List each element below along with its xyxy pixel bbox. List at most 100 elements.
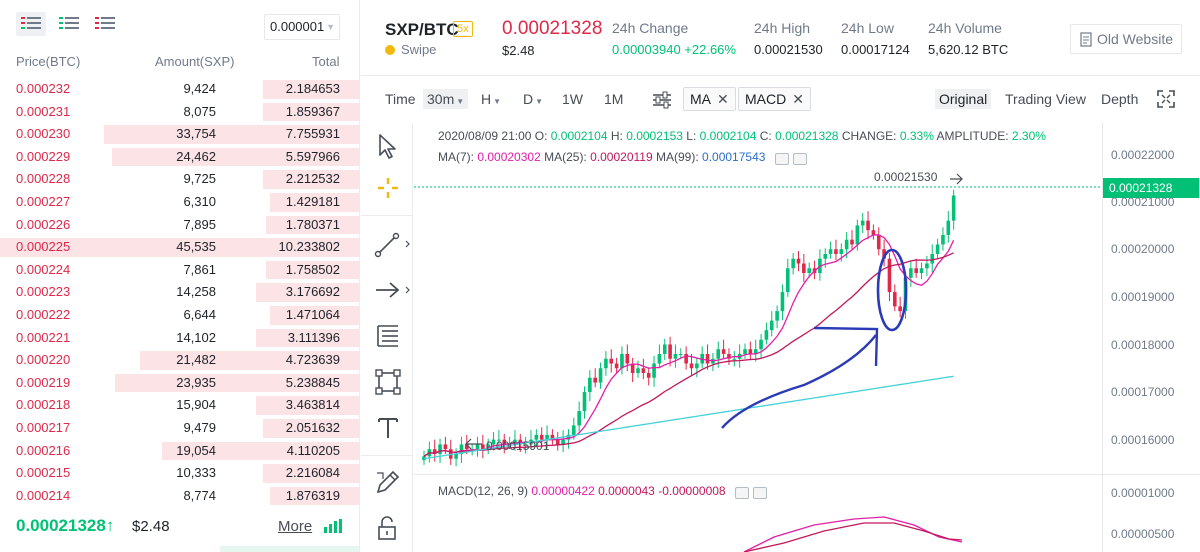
arrow-tool-icon[interactable] xyxy=(373,275,417,305)
view-both-button[interactable] xyxy=(16,12,46,36)
price-axis[interactable]: 0.00022000 0.00021328 0.00021000 0.00020… xyxy=(1102,123,1200,552)
close-icon[interactable]: ✕ xyxy=(717,91,729,107)
gear-icon[interactable] xyxy=(792,152,807,165)
ask-total: 4.723639 xyxy=(285,352,340,368)
hour-interval-button[interactable]: H ▼ xyxy=(481,91,501,107)
close-icon[interactable] xyxy=(752,486,767,499)
bid-depth-strip xyxy=(220,546,359,552)
ask-row[interactable]: 0.000223 14,258 3.176692 xyxy=(0,281,360,304)
ask-price: 0.000215 xyxy=(16,465,71,481)
price-chart[interactable]: 2020/08/09 21:00 O: 0.0002104 H: 0.00021… xyxy=(414,123,1200,552)
view-tradingview-tab[interactable]: Trading View xyxy=(1005,91,1086,107)
eye-icon[interactable] xyxy=(774,152,789,165)
depth-bar xyxy=(104,125,360,144)
lock-icon[interactable] xyxy=(373,513,403,543)
amount-column-header: Amount(SXP) xyxy=(155,54,235,69)
candle-body xyxy=(759,339,763,350)
interval-select[interactable]: 30m ▼ xyxy=(423,89,469,109)
candle-body xyxy=(753,349,758,354)
ask-amount: 8,774 xyxy=(183,487,216,503)
ask-row[interactable]: 0.000219 23,935 5.238845 xyxy=(0,372,360,395)
week-interval-button[interactable]: 1W xyxy=(562,91,583,107)
day-interval-button[interactable]: D ▼ xyxy=(523,91,543,107)
trend-line-icon[interactable] xyxy=(373,229,417,259)
ask-row[interactable]: 0.000227 6,310 1.429181 xyxy=(0,191,360,214)
ask-row[interactable]: 0.000232 9,424 2.184653 xyxy=(0,78,360,101)
both-sides-icon xyxy=(21,17,41,29)
ask-row[interactable]: 0.000215 10,333 2.216084 xyxy=(0,462,360,485)
ask-row[interactable]: 0.000221 14,102 3.111396 xyxy=(0,327,360,350)
view-original-tab[interactable]: Original xyxy=(935,89,992,109)
ask-row[interactable]: 0.000222 6,644 1.471064 xyxy=(0,304,360,327)
ask-row[interactable]: 0.000226 7,895 1.780371 xyxy=(0,214,360,237)
current-price-tag: 0.00021328 xyxy=(1103,178,1199,198)
rectangle-tool-icon[interactable] xyxy=(373,367,403,397)
view-asks-button[interactable] xyxy=(90,12,120,36)
month-interval-button[interactable]: 1M xyxy=(604,91,624,107)
drawing-toolbar xyxy=(361,123,413,552)
ask-row[interactable]: 0.000218 15,904 3.463814 xyxy=(0,394,360,417)
cursor-icon[interactable] xyxy=(373,131,403,161)
fullscreen-icon[interactable] xyxy=(1157,90,1175,108)
ask-price: 0.000231 xyxy=(16,103,71,119)
macd-hist: -0.00000008 xyxy=(658,484,726,498)
coin-name[interactable]: Swipe xyxy=(385,42,436,57)
depth-bar xyxy=(270,305,360,325)
ma7-value: 0.00020302 xyxy=(477,150,541,164)
candle-body xyxy=(807,268,811,274)
view-depth-tab[interactable]: Depth xyxy=(1101,91,1139,107)
ask-row[interactable]: 0.000224 7,861 1.758502 xyxy=(0,259,360,282)
legend-date: 2020/08/09 21:00 xyxy=(438,129,532,143)
candle-body xyxy=(566,434,571,440)
ma-indicator-chip[interactable]: MA ✕ xyxy=(683,87,736,111)
candle-body xyxy=(577,411,581,426)
precision-select[interactable]: 0.000001 ▼ xyxy=(264,14,340,40)
macd-dif: 0.00000422 xyxy=(531,484,595,498)
stat-24h-volume: 24h Volume 5,620.12 BTC xyxy=(928,20,1008,57)
candle-body xyxy=(871,230,876,235)
old-website-label: Old Website xyxy=(1097,31,1173,47)
annotation xyxy=(721,248,908,429)
ask-row[interactable]: 0.000229 24,462 5.597966 xyxy=(0,146,360,169)
ask-row[interactable]: 0.000228 9,725 2.212532 xyxy=(0,168,360,191)
candle-body xyxy=(652,363,656,378)
gear-icon[interactable] xyxy=(734,486,749,499)
ask-row[interactable]: 0.000220 21,482 4.723639 xyxy=(0,349,360,372)
close-icon[interactable]: ✕ xyxy=(792,91,804,107)
crosshair-icon[interactable] xyxy=(373,173,403,203)
candle-body xyxy=(743,349,747,354)
ask-row[interactable]: 0.000225 45,535 10.233802 xyxy=(0,236,360,259)
ask-amount: 8,075 xyxy=(183,103,216,119)
ask-row[interactable]: 0.000216 19,054 4.110205 xyxy=(0,440,360,463)
more-link[interactable]: More xyxy=(278,518,313,535)
ask-price: 0.000222 xyxy=(16,306,71,322)
view-bids-button[interactable] xyxy=(54,12,84,36)
candle-body xyxy=(582,392,587,412)
ask-row[interactable]: 0.000230 33,754 7.755931 xyxy=(0,123,360,146)
text-tool-icon[interactable] xyxy=(373,413,403,443)
candle-body xyxy=(748,349,753,354)
pair-symbol[interactable]: SXP/BTC xyxy=(385,20,459,39)
ma99-label: MA(99): xyxy=(655,150,699,164)
ask-row[interactable]: 0.000217 9,479 2.051632 xyxy=(0,417,360,440)
text-lines-icon[interactable] xyxy=(373,321,403,351)
candle-body xyxy=(609,358,614,364)
ma7-label: MA(7): xyxy=(438,150,474,164)
ask-amount: 23,935 xyxy=(176,374,216,390)
pencil-ruler-icon[interactable] xyxy=(373,467,403,497)
ask-amount: 9,725 xyxy=(183,171,216,187)
indicator-settings-icon[interactable] xyxy=(651,90,673,110)
ask-row[interactable]: 0.000231 8,075 1.859367 xyxy=(0,101,360,124)
candle-body xyxy=(887,258,892,293)
macd-indicator-chip[interactable]: MACD ✕ xyxy=(738,87,811,111)
ask-price: 0.000221 xyxy=(16,329,71,345)
old-website-button[interactable]: Old Website xyxy=(1070,24,1182,54)
candle-body xyxy=(459,444,464,454)
candle-body xyxy=(855,225,860,245)
candle-body xyxy=(828,249,833,254)
ask-row[interactable]: 0.000214 8,774 1.876319 xyxy=(0,485,360,508)
chart-canvas[interactable] xyxy=(414,123,1102,552)
ask-amount: 7,895 xyxy=(183,216,216,232)
stat-24h-low: 24h Low 0.00017124 xyxy=(841,20,910,57)
ask-amount: 45,535 xyxy=(176,239,216,255)
